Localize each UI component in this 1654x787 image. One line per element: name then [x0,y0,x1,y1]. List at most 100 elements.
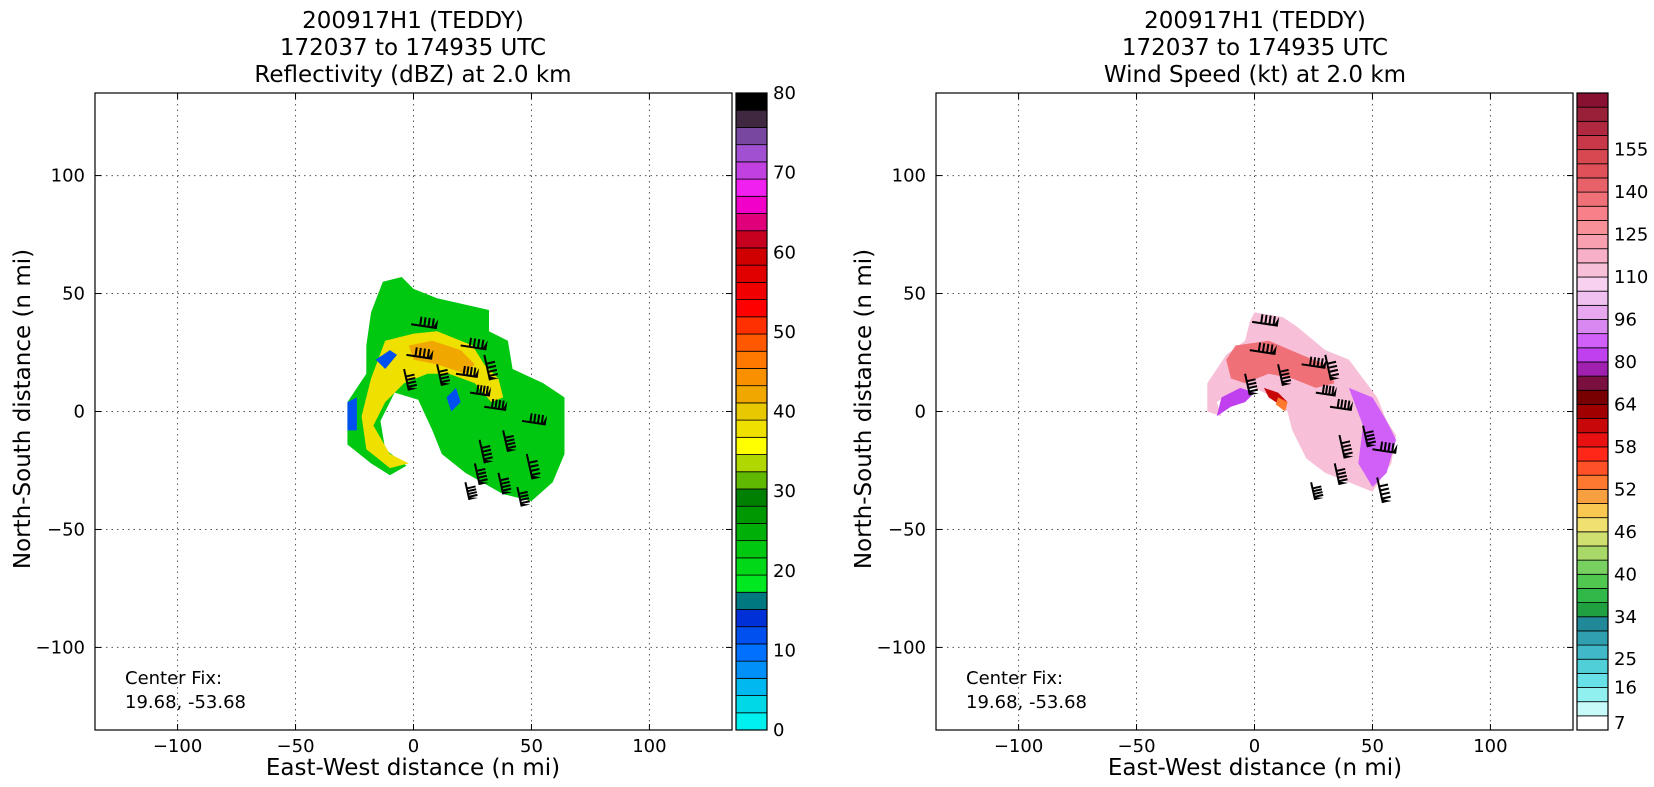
colorbar-segment [735,574,768,593]
wind-barb-flag [406,377,416,381]
wind-barb-flag [505,438,515,443]
wind-core [1348,387,1397,487]
chart-title-line-1: 200917H1 (TEDDY) [302,8,524,34]
colorbar-segment [735,557,768,576]
wind-barb-flag [1272,316,1276,326]
colorbar-segment [735,127,768,146]
wind-barb-flag [466,366,470,376]
colorbar-segment [1576,672,1609,688]
colorbar-segment [1576,715,1609,731]
wind-barb-flag [407,380,417,385]
wind-barb-shaft [403,368,410,391]
wind-barb-flag [438,368,448,373]
colorbar-segment [1576,404,1609,419]
wind-barb-flag [440,375,450,380]
y-tick-label: 0 [915,402,926,423]
wind-barb-flag [477,474,488,479]
colorbar-tick-label: 80 [773,83,796,104]
wind-barb-flag [1380,491,1390,496]
colorbar-segment [1576,219,1609,235]
center-fix-value: 19.68, -53.68 [125,692,246,713]
wind-barb-pennant [1314,497,1324,500]
y-axis-label: North-South distance (n mi) [10,249,36,569]
wind-barb-flag [440,379,451,384]
wind-barb-flag [520,497,530,502]
x-tick-label: −50 [1118,736,1156,757]
wind-barb-flag [1341,440,1351,445]
colorbar-segment [735,591,768,610]
x-axis-label: East-West distance (n mi) [1108,755,1402,781]
colorbar-tick-label: 140 [1614,182,1648,203]
wind-barb-pennant [1348,401,1354,411]
wind-barb-flag [519,494,529,498]
wind-barb-flag [1316,357,1320,367]
wind-barb-flag [476,467,486,472]
wind-barb-flag [531,472,541,476]
wind-barb-pennant [531,475,542,480]
colorbar-segment [1576,234,1609,250]
wind-barb-flag [1248,385,1258,390]
x-tick-label: 100 [632,736,666,757]
wind-barb-flag [1266,343,1270,353]
colorbar-segment [735,471,768,490]
x-tick-label: −100 [994,736,1043,757]
colorbar-segment [735,230,768,249]
wind-barb-flag [462,365,466,376]
colorbar-segment [1576,588,1609,604]
colorbar-segment [735,523,768,542]
colorbar-segment [1576,658,1609,674]
wind-barb-flag [481,339,485,349]
wind-barb-flag [1309,356,1313,366]
wind-barb-flag [501,400,505,410]
colorbar-segment [735,488,768,507]
colorbar-segment [1576,531,1609,547]
x-tick-label: 0 [408,736,419,757]
wind-barb-flag [469,366,473,377]
wind-barb-pennant [521,503,531,507]
colorbar-segment [735,178,768,197]
x-tick-label: 0 [1249,736,1260,757]
wind-barb-flag [1312,485,1322,490]
colorbar-tick-label: 80 [1614,352,1637,373]
colorbar-segment [1576,644,1609,660]
colorbar-segment [1576,347,1609,363]
colorbar-segment [1576,701,1609,717]
wind-barb-flag [439,372,449,377]
colorbar-segment [1576,135,1609,151]
wind-barb-flag [427,317,431,327]
colorbar-segment [1576,602,1609,618]
y-tick-label: −100 [877,637,926,658]
colorbar-tick-label: 125 [1614,225,1648,246]
wind-barb-flag [1379,487,1390,492]
wind-barb-flag [1281,379,1292,384]
colorbar-segment [735,677,768,696]
x-tick-label: −50 [277,736,315,757]
wind-barb-flag [479,385,483,395]
wind-barb-flag [482,448,492,453]
wind-barb-flag [1257,342,1262,352]
wind-barb-flag [529,463,539,468]
wind-barb-flag [488,372,499,377]
wind-edge [1275,397,1288,412]
wind-barb-flag [1313,491,1323,496]
colorbar-segment [1576,276,1609,292]
colorbar-segment [1576,488,1609,504]
y-axis-label: North-South distance (n mi) [851,249,877,569]
wind-barb-flag [1391,443,1395,453]
center-fix-label: Center Fix: [966,668,1063,689]
colorbar-segment [735,299,768,318]
colorbar-tick-label: 25 [1614,649,1637,670]
colorbar-segment [1576,319,1609,335]
wind-barb-flag [533,413,537,423]
wind-barb-flag [518,490,528,495]
wind-barb-flag [407,383,418,388]
wind-barb-flag [486,360,496,365]
wind-barb-flag [422,348,426,358]
x-tick-label: −100 [153,736,202,757]
wind-barb-flag [482,385,486,395]
reflectivity-edge [375,350,397,370]
colorbar-segment [735,144,768,163]
colorbar-segment [735,281,768,300]
colorbar-segment [1576,304,1609,320]
colorbar-tick-label: 40 [773,402,796,423]
